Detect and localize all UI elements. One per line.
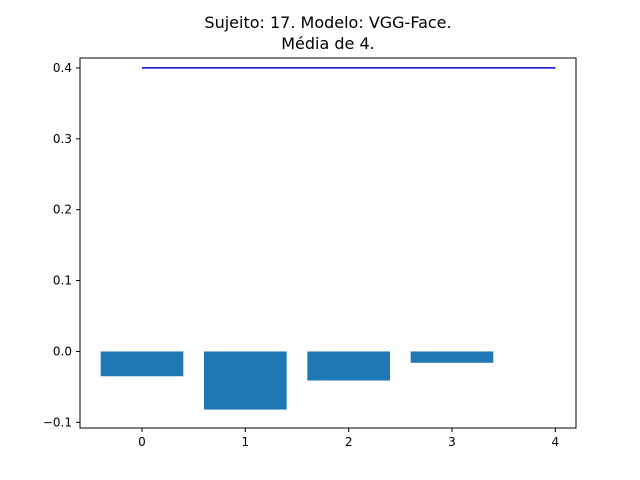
- y-tick-label: 0.3: [53, 132, 72, 146]
- bar-1: [204, 351, 287, 410]
- x-axis: 0 1 2 3 4: [138, 428, 559, 449]
- y-tick-label: −0.1: [43, 415, 72, 429]
- y-tick-label: 0.1: [53, 274, 72, 288]
- plot-frame: [79, 57, 577, 429]
- x-tick-label: 0: [138, 435, 146, 449]
- y-axis: 0.4 0.3 0.2 0.1 0.0 −0.1: [43, 61, 80, 429]
- y-tick-label: 0.2: [53, 203, 72, 217]
- bar-0: [100, 351, 184, 377]
- y-tick-label: 0.0: [53, 344, 72, 358]
- x-tick-label: 3: [448, 435, 456, 449]
- bar-3: [410, 351, 494, 363]
- x-tick-label: 4: [552, 435, 560, 449]
- x-tick-label: 1: [242, 435, 250, 449]
- x-tick-label: 2: [345, 435, 353, 449]
- bar-series: [100, 351, 494, 410]
- bar-2: [307, 351, 390, 381]
- chart-title-line-2: Média de 4.: [281, 34, 375, 53]
- chart-title-line-1: Sujeito: 17. Modelo: VGG-Face.: [204, 13, 451, 32]
- y-tick-label: 0.4: [53, 61, 72, 75]
